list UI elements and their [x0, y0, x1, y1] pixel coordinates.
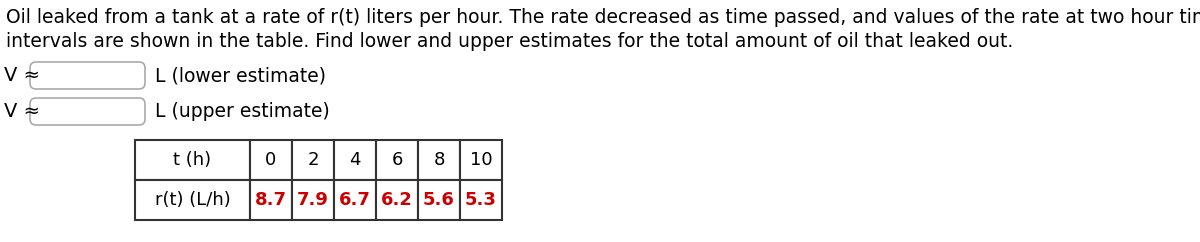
Text: 5.3: 5.3 — [466, 191, 497, 209]
Text: 8.7: 8.7 — [256, 191, 287, 209]
Text: 0: 0 — [265, 151, 277, 169]
Bar — [334, 180, 376, 220]
Bar — [292, 180, 334, 220]
Bar — [292, 140, 334, 180]
Bar — [334, 140, 376, 180]
Text: 6.2: 6.2 — [382, 191, 413, 209]
Text: 4: 4 — [349, 151, 361, 169]
Text: r(t) (L/h): r(t) (L/h) — [155, 191, 230, 209]
Bar — [418, 140, 460, 180]
Text: L (upper estimate): L (upper estimate) — [155, 102, 330, 121]
Bar — [460, 140, 502, 180]
Text: t (h): t (h) — [174, 151, 211, 169]
Text: 2: 2 — [307, 151, 319, 169]
Bar — [250, 180, 292, 220]
Bar — [376, 180, 418, 220]
Bar — [418, 180, 460, 220]
Text: 6.7: 6.7 — [340, 191, 371, 209]
Bar — [460, 180, 502, 220]
Text: Oil leaked from a tank at a rate of r(t) liters per hour. The rate decreased as : Oil leaked from a tank at a rate of r(t)… — [6, 8, 1200, 27]
Text: 6: 6 — [391, 151, 403, 169]
Bar — [376, 140, 418, 180]
Bar — [134, 140, 250, 180]
Text: intervals are shown in the table. Find lower and upper estimates for the total a: intervals are shown in the table. Find l… — [6, 32, 1013, 51]
Text: L (lower estimate): L (lower estimate) — [155, 66, 326, 85]
FancyBboxPatch shape — [30, 62, 145, 89]
Text: V ≈: V ≈ — [4, 66, 40, 85]
Text: 5.6: 5.6 — [424, 191, 455, 209]
Text: 10: 10 — [469, 151, 492, 169]
Text: V ≈: V ≈ — [4, 102, 40, 121]
FancyBboxPatch shape — [30, 98, 145, 125]
Bar — [134, 180, 250, 220]
Text: 8: 8 — [433, 151, 445, 169]
Text: 7.9: 7.9 — [298, 191, 329, 209]
Bar — [250, 140, 292, 180]
